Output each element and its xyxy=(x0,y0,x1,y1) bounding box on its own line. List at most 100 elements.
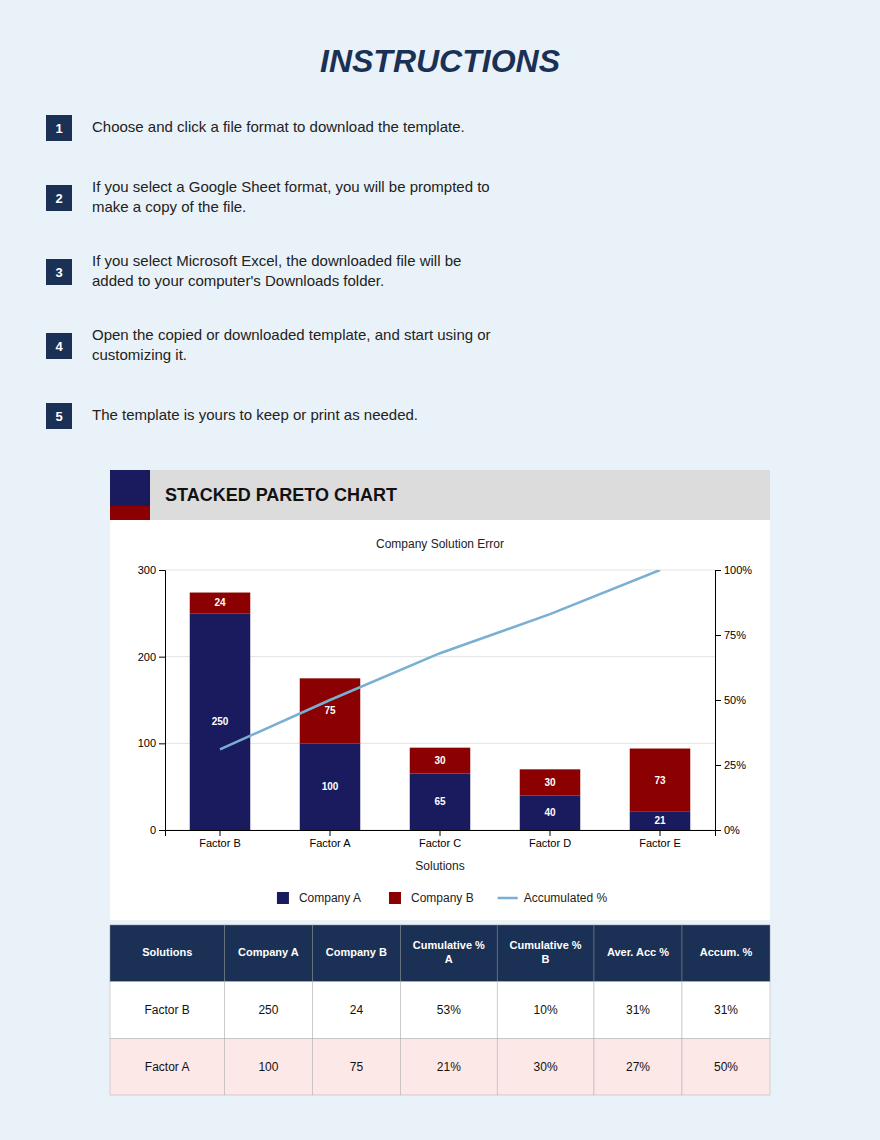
bar xyxy=(410,748,471,774)
tick-label: Factor D xyxy=(529,837,571,849)
table-header-cell xyxy=(497,925,594,982)
step-text: If you select Microsoft Excel, the downl… xyxy=(92,252,461,289)
table-cell-text: 31% xyxy=(714,1003,738,1017)
data-label: 65 xyxy=(434,796,446,807)
table-cell-text: 10% xyxy=(534,1003,558,1017)
grid xyxy=(165,570,715,830)
axis-line xyxy=(159,571,166,831)
table-cell-text: Factor A xyxy=(145,1060,190,1074)
bar xyxy=(630,749,691,812)
step-badge xyxy=(46,259,72,285)
step-number: 3 xyxy=(55,265,62,280)
legend-item: Company B xyxy=(389,891,474,905)
tick-label: 50% xyxy=(724,694,746,706)
tick: 75% xyxy=(715,629,746,641)
data-label: 21 xyxy=(654,815,666,826)
table-header: Aver. Acc % xyxy=(607,946,669,958)
table-cell-text: 24 xyxy=(350,1003,364,1017)
bar xyxy=(520,795,581,830)
table-header-cell xyxy=(400,925,497,982)
tick: 25% xyxy=(715,759,746,771)
bar xyxy=(190,613,251,830)
text-line: Cumulative % xyxy=(413,939,485,951)
tick-label: 100% xyxy=(724,564,752,576)
title-accent xyxy=(110,470,150,520)
step: 3 If you select Microsoft Excel, the down… xyxy=(46,252,461,289)
table-header-cell xyxy=(110,925,224,982)
legend-item: Company A xyxy=(277,891,361,905)
y-axis: 0100200300 xyxy=(138,564,166,836)
text-line: Company B xyxy=(326,946,387,958)
table-cell-text: 75 xyxy=(350,1060,364,1074)
table-cell xyxy=(594,1038,682,1095)
text-line: If you select Microsoft Excel, the downl… xyxy=(92,252,461,269)
text-line: customizing it. xyxy=(92,346,187,363)
step-badge xyxy=(46,403,72,429)
table-cell xyxy=(682,1038,770,1095)
table-cell xyxy=(400,1038,497,1095)
step-number: 5 xyxy=(55,409,62,424)
bar xyxy=(300,743,361,830)
table-cell xyxy=(110,1038,224,1095)
tick-mark xyxy=(159,830,165,831)
step: 5 The template is yours to keep or print … xyxy=(46,403,418,429)
tick-mark xyxy=(715,700,721,701)
tick: 0% xyxy=(715,824,740,836)
legend-swatch xyxy=(277,892,289,904)
text-line: A xyxy=(445,953,453,965)
card xyxy=(110,470,770,920)
table-header: Company B xyxy=(326,946,387,958)
text-line: The template is yours to keep or print a… xyxy=(92,406,418,423)
bar xyxy=(520,769,581,795)
tick: Factor E xyxy=(639,830,681,849)
table-header-cell xyxy=(312,925,400,982)
step-text: Open the copied or downloaded template, … xyxy=(92,326,491,363)
table-cell-text: 27% xyxy=(626,1060,650,1074)
table-cell-text: 53% xyxy=(437,1003,461,1017)
tick: 100% xyxy=(715,564,752,576)
x-axis-title: Solutions xyxy=(415,859,464,873)
data-label: 24 xyxy=(214,597,226,608)
text-line: B xyxy=(542,953,550,965)
background xyxy=(0,0,880,1140)
step-badge xyxy=(46,185,72,211)
tick-label: 75% xyxy=(724,629,746,641)
tick-mark xyxy=(440,830,441,836)
table-cell xyxy=(682,982,770,1039)
table-cell xyxy=(594,982,682,1039)
tick-label: 200 xyxy=(138,651,156,663)
plot-marks xyxy=(190,570,691,830)
tick-label: Factor E xyxy=(639,837,681,849)
text-line: Choose and click a file format to downlo… xyxy=(92,118,465,135)
data-label: 30 xyxy=(544,777,556,788)
bar xyxy=(630,812,691,830)
tick-label: 300 xyxy=(138,564,156,576)
table-header: Solutions xyxy=(142,946,192,958)
bar xyxy=(190,593,251,614)
data-label: 250 xyxy=(212,716,229,727)
text-line: If you select a Google Sheet format, you… xyxy=(92,178,490,195)
tick: Factor B xyxy=(199,830,241,849)
table-cell-text: 21% xyxy=(437,1060,461,1074)
step: 2If you select a Google Sheet format, yo… xyxy=(46,178,490,215)
chart-subtitle: Company Solution Error xyxy=(376,537,504,551)
data-label: 40 xyxy=(544,807,556,818)
table-cell-text: 100 xyxy=(258,1060,278,1074)
step-badge xyxy=(46,115,72,141)
data-labels: 2501006540212475303073 xyxy=(212,597,666,826)
text-line: Accum. % xyxy=(700,946,753,958)
table-cell xyxy=(400,982,497,1039)
text-line: Cumulative % xyxy=(510,939,582,951)
text-line: Company A xyxy=(238,946,299,958)
table-cell-text: 50% xyxy=(714,1060,738,1074)
text-line: make a copy of the file. xyxy=(92,198,246,215)
table-header: Accum. % xyxy=(700,946,753,958)
table-cell xyxy=(497,1038,594,1095)
table-cell xyxy=(497,982,594,1039)
step: 1 Choose and click a file format to downl… xyxy=(46,115,465,141)
step-text: If you select a Google Sheet format, you… xyxy=(92,178,490,215)
tick-label: Factor B xyxy=(199,837,241,849)
step-number: 1 xyxy=(55,121,62,136)
text-line: Aver. Acc % xyxy=(607,946,669,958)
legend-label: Company A xyxy=(299,891,361,905)
